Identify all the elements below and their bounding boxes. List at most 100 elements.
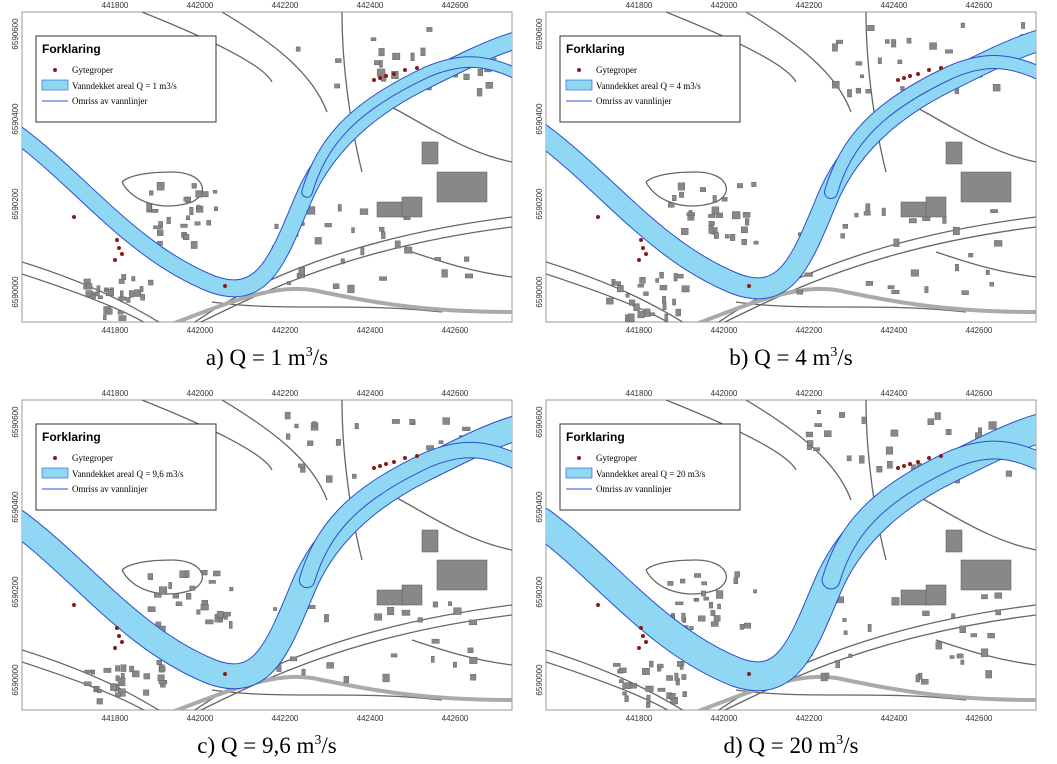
- legend-swatch: [566, 468, 592, 478]
- building: [989, 422, 997, 430]
- building: [110, 684, 116, 691]
- building: [681, 228, 688, 234]
- building: [157, 182, 164, 190]
- building-large: [926, 585, 946, 605]
- x-tick-label-top: 442200: [796, 1, 823, 10]
- legend-title: Forklaring: [566, 42, 625, 56]
- map-panel: 4418004418004420004420004422004422004424…: [535, 1, 1041, 370]
- spawning-pit: [403, 456, 407, 460]
- building: [745, 218, 749, 225]
- building: [381, 232, 385, 239]
- y-tick-label: 6590200: [535, 188, 544, 220]
- building: [996, 610, 1001, 615]
- building: [843, 224, 848, 228]
- x-tick-label-top: 442600: [442, 389, 469, 398]
- building: [387, 607, 394, 615]
- building: [677, 661, 681, 666]
- building: [674, 273, 677, 281]
- legend-item: Vanndekket areal Q = 1 m3/s: [72, 81, 177, 91]
- building: [119, 316, 126, 321]
- x-tick-label-top: 442400: [881, 389, 908, 398]
- building: [687, 213, 695, 216]
- building: [961, 660, 964, 665]
- building: [392, 419, 399, 423]
- caption-text: a) Q = 1 m: [206, 345, 306, 370]
- building: [273, 607, 276, 610]
- building: [151, 209, 158, 212]
- building: [961, 23, 965, 28]
- building: [144, 674, 150, 679]
- building: [361, 248, 364, 255]
- x-tick-label-bottom: 442200: [272, 714, 299, 723]
- y-tick-label: 6590000: [535, 664, 544, 696]
- caption: d) Q = 20 m3/s: [724, 733, 859, 758]
- building: [395, 241, 400, 248]
- building: [646, 703, 650, 707]
- building: [668, 203, 674, 208]
- building: [149, 191, 153, 196]
- building: [335, 59, 341, 63]
- building: [286, 434, 290, 440]
- building: [478, 69, 483, 76]
- building: [120, 291, 123, 298]
- building: [682, 613, 686, 621]
- building: [348, 285, 355, 293]
- building: [805, 273, 813, 277]
- building: [205, 620, 213, 624]
- building: [184, 197, 191, 201]
- building: [714, 615, 720, 621]
- building: [140, 286, 143, 291]
- spawning-pit: [747, 672, 751, 676]
- building: [656, 278, 659, 282]
- building: [734, 578, 738, 584]
- building: [326, 476, 332, 483]
- legend-item: Omriss av vannlinjer: [596, 96, 672, 106]
- building: [986, 670, 992, 678]
- spawning-pit: [637, 258, 641, 262]
- building: [159, 680, 167, 684]
- building: [439, 441, 443, 444]
- building: [675, 602, 683, 605]
- building: [183, 234, 189, 239]
- building: [950, 656, 954, 659]
- spawning-pit: [113, 258, 117, 262]
- building: [148, 573, 153, 579]
- building: [660, 272, 664, 278]
- building: [87, 284, 92, 290]
- building: [741, 227, 747, 233]
- building: [465, 274, 473, 278]
- legend-item: Vanndekket areal Q = 4 m3/s: [596, 81, 701, 91]
- y-tick-label: 6590200: [11, 188, 20, 220]
- building: [885, 40, 889, 44]
- building-large: [437, 172, 487, 202]
- building: [701, 591, 706, 596]
- building: [676, 309, 681, 316]
- building: [285, 412, 290, 419]
- building: [677, 274, 683, 278]
- building: [725, 234, 729, 238]
- building: [742, 239, 747, 245]
- x-tick-label-bottom: 442600: [442, 326, 469, 335]
- building: [716, 591, 723, 599]
- building: [1006, 471, 1012, 477]
- x-tick-label-top: 442200: [796, 389, 823, 398]
- building: [981, 649, 988, 657]
- map-panel: 4418004418004420004420004422004422004424…: [535, 389, 1041, 758]
- building: [839, 412, 844, 417]
- building-large: [422, 530, 438, 552]
- spawning-pit: [392, 72, 396, 76]
- building: [868, 624, 871, 631]
- building-large: [961, 172, 1011, 202]
- x-tick-label-bottom: 442400: [881, 714, 908, 723]
- legend-dot: [53, 68, 57, 72]
- building: [307, 441, 313, 446]
- building: [141, 294, 145, 300]
- building: [849, 654, 852, 658]
- building: [377, 69, 385, 76]
- x-tick-label-bottom: 442600: [966, 714, 993, 723]
- building-large: [946, 142, 962, 164]
- building: [443, 418, 450, 425]
- building: [379, 60, 382, 67]
